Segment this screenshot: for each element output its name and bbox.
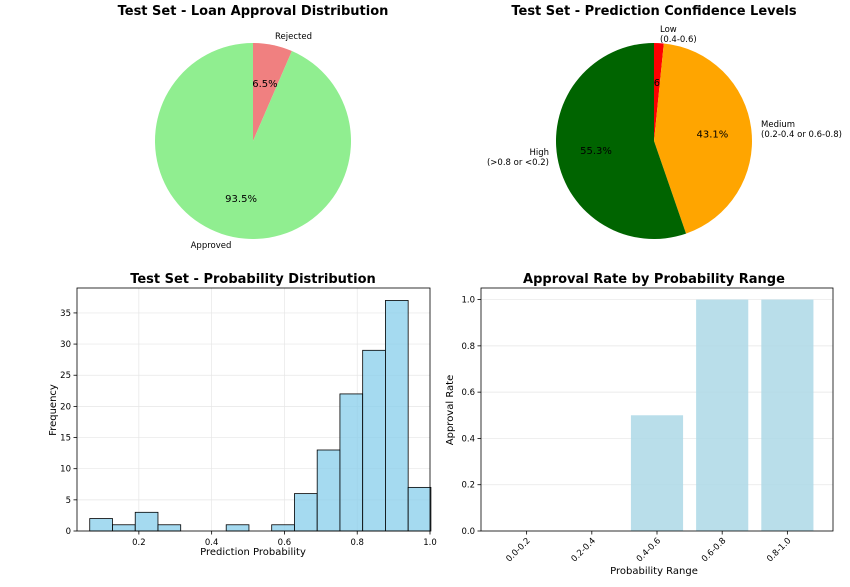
approval-pie-slices: 6.5% Rejected 93.5% Approved <box>155 32 351 251</box>
approval-rate-ytick-label: 0.2 <box>461 481 475 491</box>
approval-pie-label-1: Approved <box>191 241 232 251</box>
approval-pie-title: Test Set - Loan Approval Distribution <box>118 4 389 19</box>
histogram-xtick-label: 0.2 <box>132 538 146 548</box>
histogram-ytick-label: 30 <box>60 340 71 350</box>
confidence-pie-pct-label-1: 43.1% <box>697 130 729 141</box>
histogram-bar <box>157 524 182 532</box>
histogram-ticks: 0.2 0.4 0.6 0.8 1.0 0 5 10 15 20 25 30 35 <box>60 309 437 548</box>
histogram-xtick-label: 0.6 <box>278 538 292 548</box>
histogram-ytick-label: 25 <box>60 371 71 381</box>
probability-histogram-chart: Test Set - Probability Distribution 0.2 0… <box>48 272 437 558</box>
approval-rate-bar <box>761 299 814 531</box>
confidence-pie-label-1: Medium (0.2-0.4 or 0.6-0.8) <box>761 120 842 140</box>
approval-rate-xtick-label: 0.8-1.0 <box>765 536 793 564</box>
histogram-xtick-label: 1.0 <box>423 538 437 548</box>
histogram-bar <box>316 449 341 532</box>
confidence-pie-pct-label-2: 55.3% <box>580 146 612 157</box>
histogram-frame <box>76 287 431 532</box>
histogram-bar <box>271 524 295 532</box>
histogram-bars <box>89 300 432 532</box>
histogram-xlabel: Prediction Probability <box>200 547 306 558</box>
confidence-pie-slice-1 <box>654 43 752 234</box>
approval-rate-bars <box>630 299 814 531</box>
approval-rate-ytick-label: 0.6 <box>461 388 475 398</box>
histogram-bar <box>362 349 386 532</box>
histogram-ytick-label: 5 <box>66 496 71 506</box>
histogram-bar <box>385 300 409 532</box>
approval-rate-bar <box>630 415 684 531</box>
confidence-pie-label-0: Low (0.4-0.6) <box>660 25 697 45</box>
histogram-xtick-label: 0.4 <box>205 538 219 548</box>
approval-rate-ylabel: Approval Rate <box>445 375 456 445</box>
approval-pie-label-0: Rejected <box>275 32 312 42</box>
histogram-bar <box>225 524 250 532</box>
approval-rate-bar <box>696 299 749 531</box>
confidence-pie-label-2: High (>0.8 or <0.2) <box>487 148 549 168</box>
approval-pie-pct-label-1: 93.5% <box>225 194 257 205</box>
histogram-ytick-label: 15 <box>60 434 71 444</box>
approval-rate-title: Approval Rate by Probability Range <box>523 272 785 287</box>
approval-rate-xtick-label: 0.4-0.6 <box>635 536 663 564</box>
confidence-pie-slice-2 <box>555 43 687 240</box>
approval-rate-xtick-label: 0.2-0.4 <box>570 536 598 564</box>
histogram-bar <box>407 486 432 532</box>
histogram-title: Test Set - Probability Distribution <box>130 272 376 287</box>
confidence-pie-chart: Test Set - Prediction Confidence Levels … <box>487 4 842 240</box>
approval-rate-xtick-label: 0.6-0.8 <box>700 536 728 564</box>
approval-rate-ytick-label: 0.0 <box>461 527 475 537</box>
approval-rate-xlabel: Probability Range <box>610 566 698 577</box>
histogram-ytick-label: 0 <box>66 527 71 537</box>
histogram-bar <box>294 493 318 532</box>
confidence-pie-slices: 1.6% Low (0.4-0.6) 43.1% Medium (0.2-0.4 or 0… <box>487 25 842 240</box>
histogram-bar <box>134 511 159 532</box>
histogram-bar <box>339 393 364 532</box>
histogram-xtick-label: 0.8 <box>350 538 364 548</box>
approval-rate-ytick-label: 0.4 <box>461 434 475 444</box>
confidence-pie-slice-0 <box>654 43 664 141</box>
approval-pie-chart: Test Set - Loan Approval Distribution 6.… <box>118 4 389 251</box>
histogram-bar <box>89 518 113 532</box>
confidence-pie-title: Test Set - Prediction Confidence Levels <box>511 4 797 19</box>
approval-pie-slice-1 <box>155 43 351 240</box>
histogram-bar <box>112 524 136 532</box>
histogram-ytick-label: 35 <box>60 309 71 319</box>
approval-rate-ytick-label: 0.8 <box>461 342 475 352</box>
approval-rate-ytick-label: 1.0 <box>461 296 475 306</box>
approval-pie-slice-0 <box>253 43 292 141</box>
approval-rate-bar-chart: Approval Rate by Probability Range 0.0 0.… <box>445 272 834 577</box>
histogram-ytick-label: 20 <box>60 402 71 412</box>
histogram-ylabel: Frequency <box>48 384 59 436</box>
histogram-ytick-label: 10 <box>60 465 71 475</box>
approval-pie-pct-label-0: 6.5% <box>252 79 277 90</box>
approval-rate-xtick-label: 0.0-0.2 <box>504 536 532 564</box>
confidence-pie-pct-label-0: 1.6% <box>644 78 669 89</box>
